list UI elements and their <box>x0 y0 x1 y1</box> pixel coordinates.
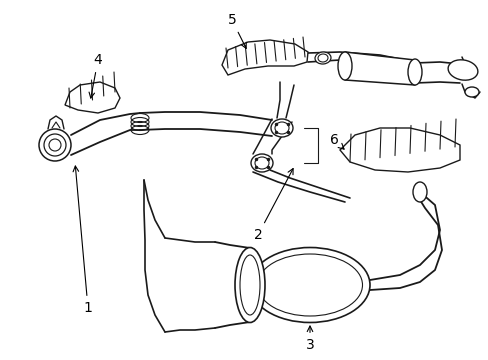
Ellipse shape <box>270 119 292 137</box>
Ellipse shape <box>447 60 477 80</box>
Polygon shape <box>65 82 120 113</box>
Polygon shape <box>345 52 414 85</box>
Polygon shape <box>222 40 307 75</box>
Ellipse shape <box>49 139 61 151</box>
Ellipse shape <box>314 52 330 64</box>
Text: 4: 4 <box>89 53 102 98</box>
Ellipse shape <box>250 154 272 172</box>
Ellipse shape <box>412 182 426 202</box>
Ellipse shape <box>235 248 264 323</box>
Ellipse shape <box>407 59 421 85</box>
Ellipse shape <box>249 248 369 323</box>
Text: 6: 6 <box>329 133 344 149</box>
Ellipse shape <box>254 157 268 169</box>
Text: 2: 2 <box>253 168 292 242</box>
Polygon shape <box>339 128 459 172</box>
Text: 3: 3 <box>305 326 314 352</box>
Text: 5: 5 <box>227 13 245 48</box>
Ellipse shape <box>464 87 478 97</box>
Ellipse shape <box>317 54 327 62</box>
Ellipse shape <box>39 129 71 161</box>
Ellipse shape <box>274 122 288 134</box>
Ellipse shape <box>44 134 66 156</box>
Text: 1: 1 <box>73 166 92 315</box>
Ellipse shape <box>337 52 351 80</box>
